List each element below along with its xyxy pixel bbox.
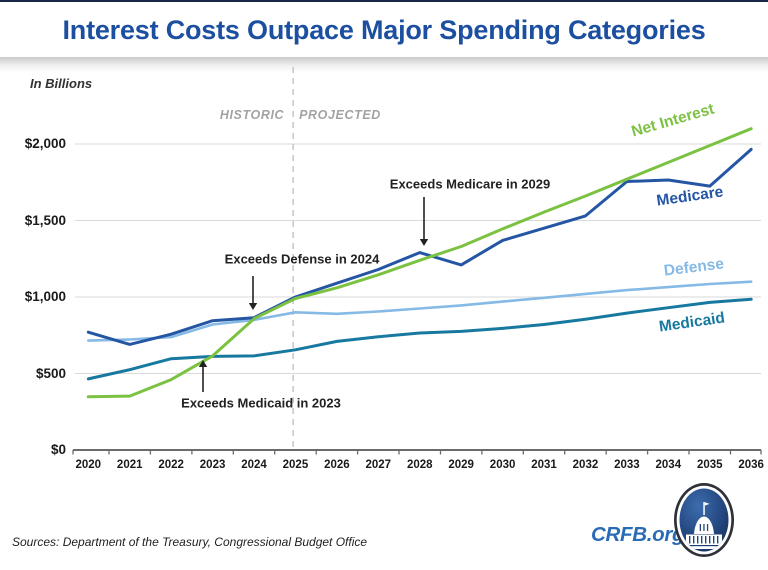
historic-label: HISTORIC [219,108,285,122]
x-tick-label: 2025 [282,459,309,471]
x-tick-label: 2022 [158,459,184,471]
x-tick-label: 2026 [324,459,350,471]
x-tick-label: 2033 [614,459,640,471]
x-tick-label: 2024 [241,459,267,471]
medicaid-line [86,297,753,381]
x-tick-label: 2032 [572,459,599,471]
x-tick-label: 2027 [365,459,392,471]
x-tick-label: 2030 [489,459,516,471]
header: Interest Costs Outpace Major Spending Ca… [0,15,768,46]
capitol-icon [683,502,725,549]
projected-label: PROJECTED [299,108,381,122]
y-tick-label: $0 [50,442,66,457]
x-tick-label: 2028 [406,459,433,471]
y-tick-label: $2,000 [24,136,66,151]
crfb-logo [674,483,734,557]
annotation-label: Exceeds Defense in 2024 [224,251,380,267]
x-tick-label: 2031 [531,459,557,471]
x-tick-label: 2020 [75,459,102,471]
annotation-label: Exceeds Medicaid in 2023 [181,395,341,411]
page-title: Interest Costs Outpace Major Spending Ca… [62,15,706,45]
annotation-label: Exceeds Medicare in 2029 [389,176,551,192]
y-tick-label: $500 [35,365,66,381]
x-tick-label: 2035 [696,459,723,471]
header-divider [0,57,768,72]
top-border [0,0,768,2]
y-tick-label: $1,000 [24,289,66,304]
y-axis-units-label: In Billions [30,76,93,91]
x-tick-label: 2021 [116,459,143,471]
x-tick-label: 2029 [448,459,474,471]
crfb-wordmark: CRFB.org [591,523,685,546]
annotation-arrowhead-2 [198,360,208,367]
x-tick-label: 2034 [655,459,682,471]
annotation-arrowhead-0 [419,239,429,246]
y-tick-label: $1,500 [24,212,66,228]
medicare-line [86,147,753,346]
defense-line [87,280,753,342]
annotation-arrowhead-1 [248,303,258,310]
x-tick-label: 2036 [738,459,764,471]
x-tick-label: 2023 [199,459,226,471]
sources-note: Sources: Department of the Treasury, Con… [12,535,368,549]
net-interest-line [86,127,753,399]
